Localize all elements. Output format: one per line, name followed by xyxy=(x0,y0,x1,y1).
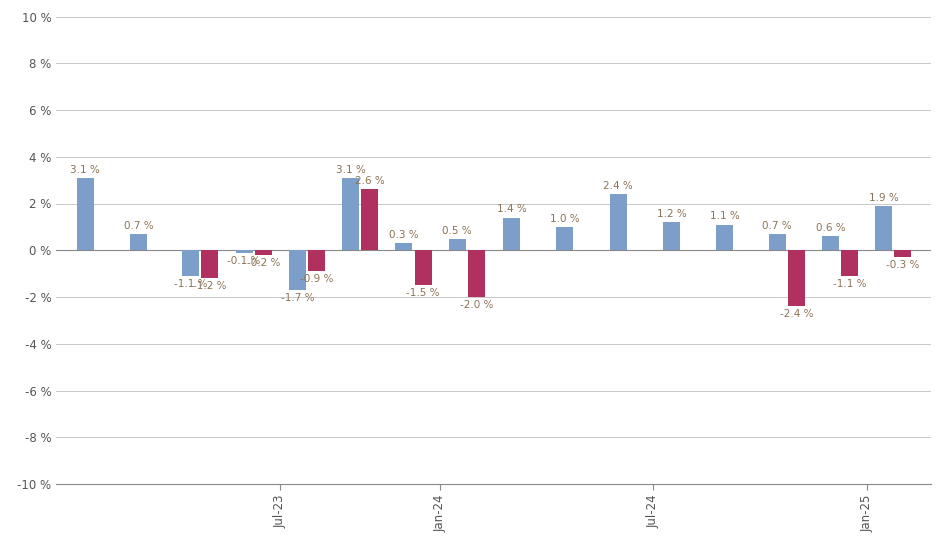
Bar xyxy=(396,243,413,250)
Bar xyxy=(255,250,272,255)
Text: -1.1 %: -1.1 % xyxy=(833,279,867,289)
Bar xyxy=(822,236,838,250)
Bar xyxy=(236,250,253,252)
Text: -2.4 %: -2.4 % xyxy=(779,310,813,320)
Bar xyxy=(875,206,892,250)
Bar xyxy=(77,178,94,250)
Text: 1.4 %: 1.4 % xyxy=(496,205,526,214)
Bar xyxy=(415,250,431,285)
Text: 1.2 %: 1.2 % xyxy=(657,209,686,219)
Bar xyxy=(503,217,520,250)
Text: -0.1 %: -0.1 % xyxy=(227,256,260,266)
Bar xyxy=(610,194,627,250)
Bar xyxy=(894,250,912,257)
Text: -0.2 %: -0.2 % xyxy=(246,258,280,268)
Bar xyxy=(841,250,858,276)
Bar xyxy=(130,234,147,250)
Bar xyxy=(716,224,733,250)
Text: 0.6 %: 0.6 % xyxy=(816,223,845,233)
Bar xyxy=(663,222,680,250)
Text: 0.7 %: 0.7 % xyxy=(762,221,791,231)
Bar xyxy=(788,250,805,306)
Text: -1.1 %: -1.1 % xyxy=(174,279,208,289)
Text: -0.9 %: -0.9 % xyxy=(300,274,333,284)
Text: 2.4 %: 2.4 % xyxy=(603,181,634,191)
Bar xyxy=(769,234,786,250)
Bar xyxy=(468,250,485,297)
Text: 0.5 %: 0.5 % xyxy=(443,226,472,235)
Text: -1.5 %: -1.5 % xyxy=(406,288,440,298)
Bar xyxy=(361,189,379,250)
Bar xyxy=(289,250,306,290)
Text: -1.7 %: -1.7 % xyxy=(280,293,314,303)
Text: 0.7 %: 0.7 % xyxy=(124,221,153,231)
Text: 1.1 %: 1.1 % xyxy=(710,212,740,222)
Text: 0.3 %: 0.3 % xyxy=(389,230,418,240)
Bar xyxy=(308,250,325,271)
Text: -0.3 %: -0.3 % xyxy=(886,260,919,270)
Text: -1.2 %: -1.2 % xyxy=(193,282,227,292)
Text: -2.0 %: -2.0 % xyxy=(460,300,494,310)
Text: 3.1 %: 3.1 % xyxy=(70,165,100,175)
Bar xyxy=(201,250,218,278)
Bar xyxy=(448,239,466,250)
Text: 1.9 %: 1.9 % xyxy=(869,193,899,203)
Bar xyxy=(342,178,359,250)
Text: 2.6 %: 2.6 % xyxy=(355,177,384,186)
Text: 1.0 %: 1.0 % xyxy=(550,214,580,224)
Bar xyxy=(556,227,573,250)
Text: 3.1 %: 3.1 % xyxy=(336,165,366,175)
Bar xyxy=(182,250,199,276)
